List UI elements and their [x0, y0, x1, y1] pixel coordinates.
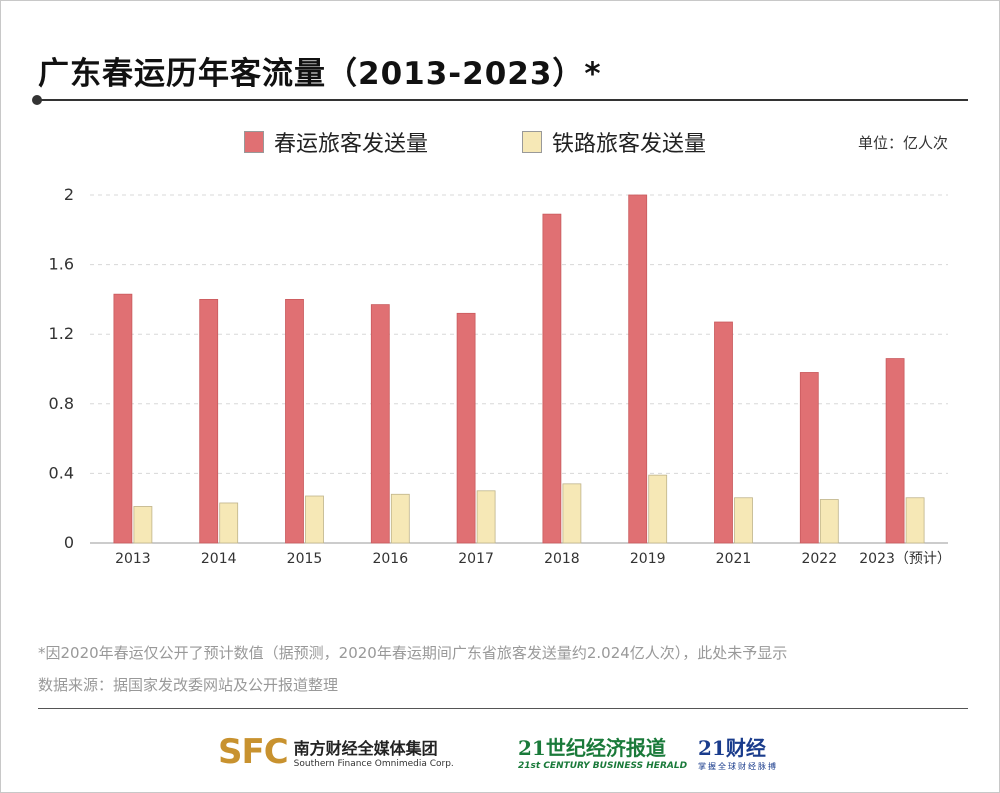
21cj-logo-cn: 21财经	[698, 736, 766, 760]
herald-logo: 21世纪经济报道 21st CENTURY BUSINESS HERALD	[518, 732, 687, 771]
x-tick-label-2: 2015	[287, 551, 323, 567]
y-tick-label-3: 1.2	[49, 324, 74, 343]
bar-s1-3	[390, 493, 410, 544]
bar-s0-6	[628, 194, 648, 544]
bar-s1-9	[905, 497, 925, 544]
legend-label-0: 春运旅客发送量	[274, 132, 429, 157]
herald-logo-cn: 21世纪经济报道	[518, 736, 666, 760]
bar-s1-8	[819, 499, 839, 544]
x-tick-label-7: 2021	[716, 551, 752, 567]
bar-s0-8	[799, 372, 819, 544]
y-tick-label-2: 0.8	[49, 394, 74, 413]
footnote-note: *因2020年春运仅公开了预计数值（据预测，2020年春运期间广东省旅客发送量约…	[38, 644, 788, 662]
sfc-logo-text: 南方财经全媒体集团 Southern Finance Omnimedia Cor…	[294, 735, 454, 769]
title-rule	[38, 99, 968, 101]
sfc-logo-en: Southern Finance Omnimedia Corp.	[293, 759, 454, 769]
bar-s0-3	[370, 304, 390, 544]
x-tick-label-0: 2013	[115, 551, 151, 567]
page-title: 广东春运历年客流量（2013-2023）*	[38, 56, 602, 92]
bar-s0-4	[456, 312, 476, 544]
x-tick-label-6: 2019	[630, 551, 666, 567]
bar-s0-0	[113, 293, 133, 544]
21cj-logo: 21财经 掌握全球财经脉搏	[698, 732, 778, 772]
bar-s0-1	[199, 298, 219, 544]
21cj-logo-sub: 掌握全球财经脉搏	[698, 762, 778, 771]
herald-logo-en: 21st CENTURY BUSINESS HERALD	[518, 761, 688, 771]
bar-s0-9	[885, 358, 905, 544]
y-tick-label-1: 0.4	[49, 463, 74, 482]
x-tick-label-3: 2016	[372, 551, 408, 567]
legend-item-1: 铁路旅客发送量	[522, 126, 706, 158]
legend-swatch-1	[522, 131, 542, 153]
bar-s1-2	[305, 495, 324, 544]
bar-s0-7	[714, 321, 733, 544]
x-tick-label-4: 2017	[458, 551, 494, 567]
legend-item-0: 春运旅客发送量	[244, 126, 428, 158]
footnote-source: 数据来源：据国家发改委网站及公开报道整理	[38, 676, 339, 694]
y-tick-label-4: 1.6	[49, 255, 74, 274]
unit-label: 单位：亿人次	[858, 134, 949, 152]
sfc-logo: SFC 南方财经全媒体集团 Southern Finance Omnimedia…	[218, 732, 454, 772]
sfc-logo-cn: 南方财经全媒体集团	[293, 739, 438, 758]
bar-s1-0	[133, 506, 153, 544]
bar-s0-2	[285, 298, 304, 544]
y-tick-label-0: 0	[64, 533, 74, 552]
x-tick-label-8: 2022	[801, 551, 837, 567]
bar-s1-5	[562, 483, 582, 544]
x-tick-label-9: 2023（预计）	[859, 551, 951, 567]
bar-chart: 0 0.4 0.8 1.2 1.6 2 2013 2014 2015 2016 2017 2018 20…	[49, 185, 951, 567]
bar-s1-6	[648, 474, 668, 544]
bar-s0-5	[542, 213, 562, 544]
y-tick-label-5: 2	[64, 185, 74, 204]
x-tick-label-1: 2014	[201, 551, 237, 567]
legend-label-1: 铁路旅客发送量	[552, 132, 707, 157]
bar-s1-7	[734, 497, 753, 544]
title-rule-dot	[32, 95, 42, 105]
x-tick-label-5: 2018	[544, 551, 580, 567]
sfc-logo-mark: SFC	[218, 732, 289, 772]
bottom-rule	[38, 708, 968, 709]
bar-s1-4	[476, 490, 496, 544]
bar-s1-1	[219, 502, 239, 544]
legend-swatch-0	[244, 131, 264, 153]
